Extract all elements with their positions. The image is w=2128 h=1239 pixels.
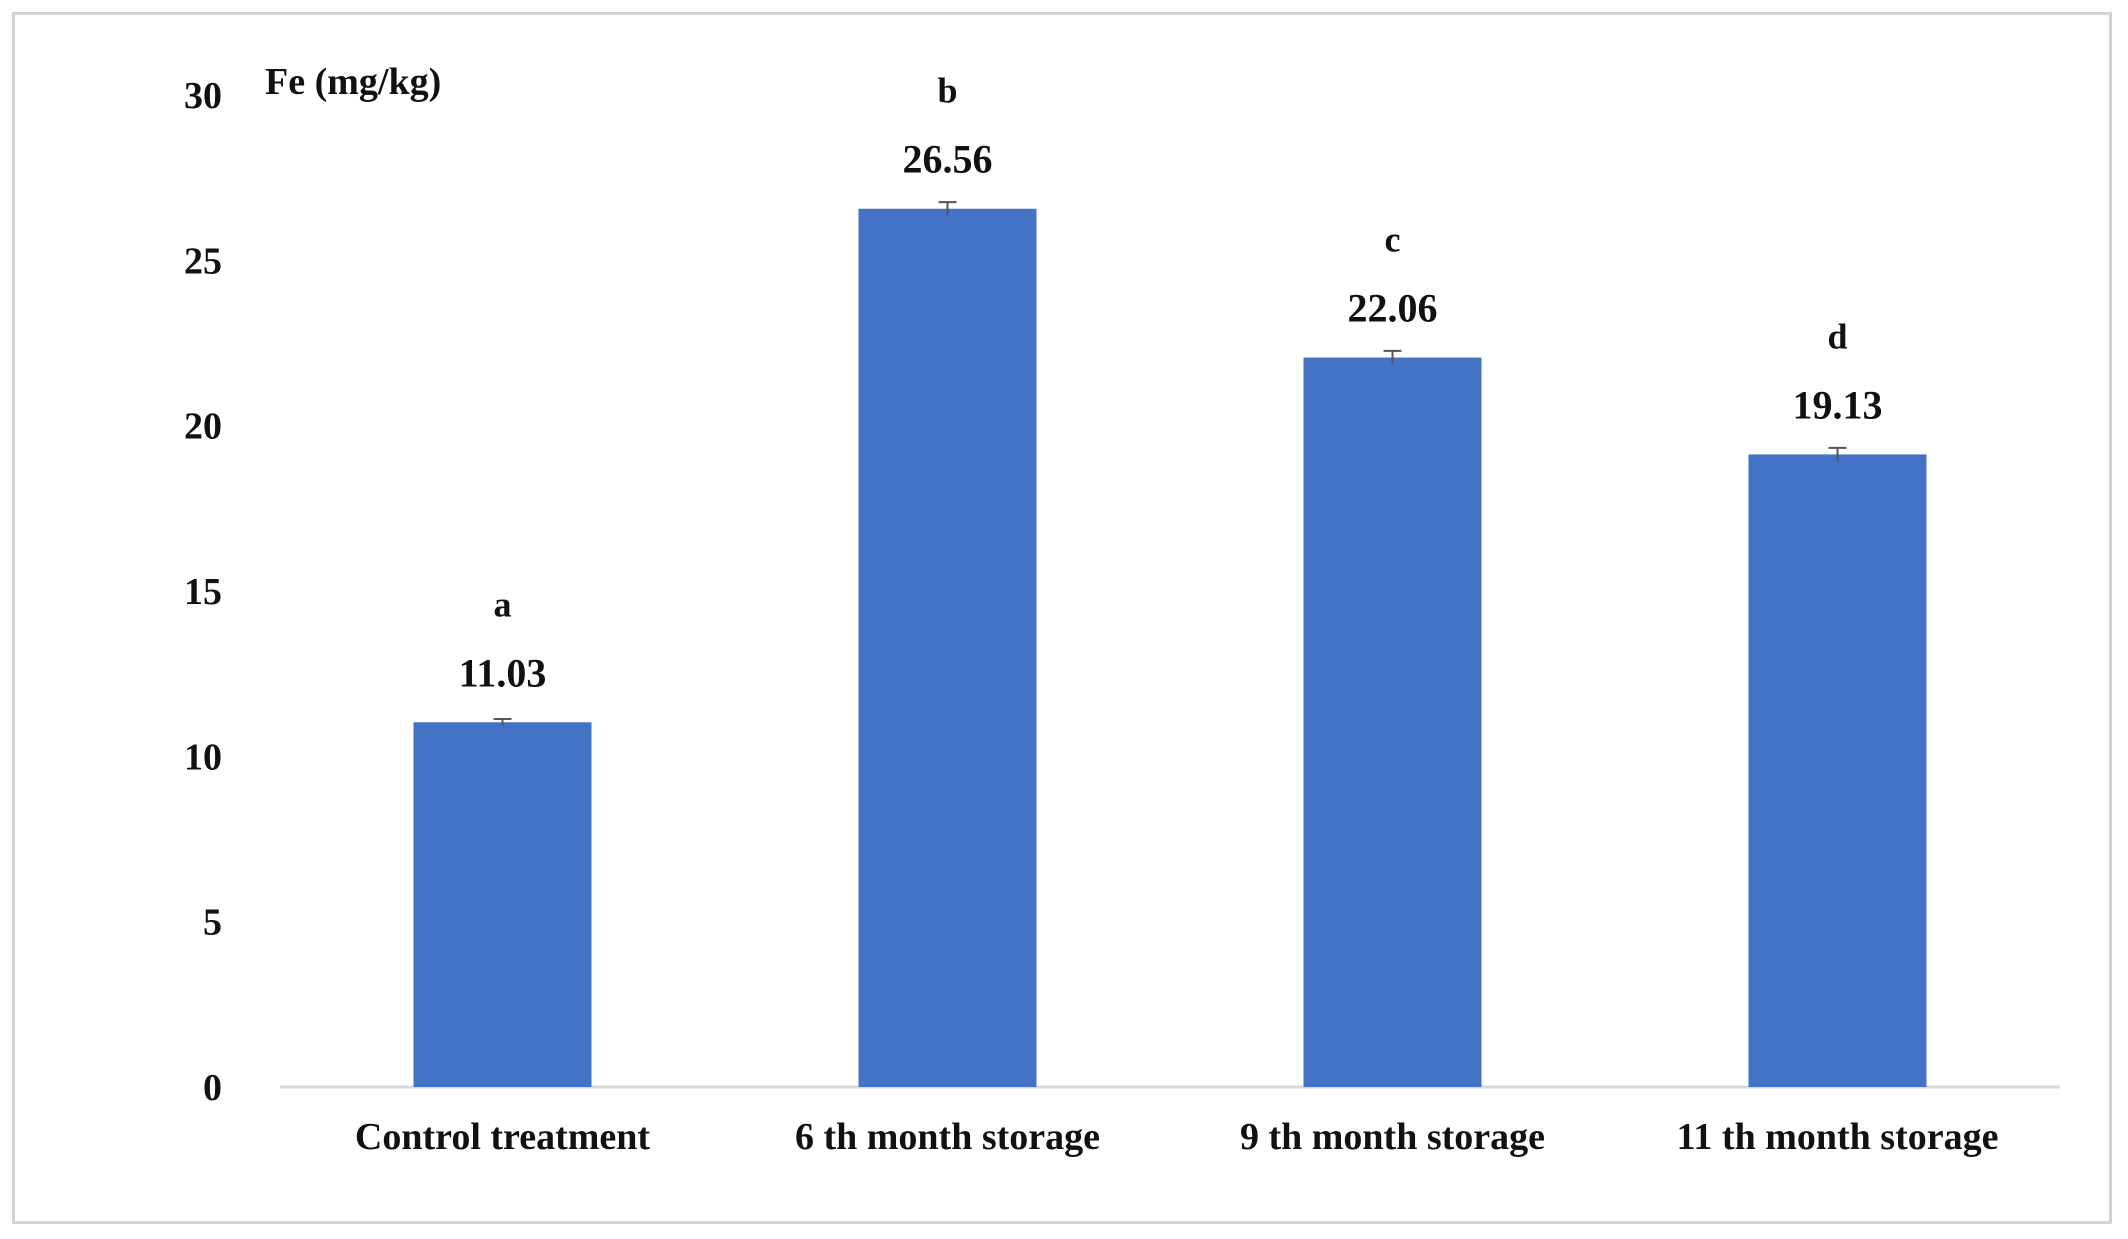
y-tick-label: 25	[184, 240, 222, 282]
bar	[1748, 454, 1927, 1087]
x-tick-label: 9 th month storage	[1240, 1116, 1545, 1158]
data-label: 22.06	[1348, 286, 1438, 331]
y-tick-label: 10	[184, 736, 222, 778]
bar	[858, 208, 1037, 1087]
significance-letter: a	[494, 584, 512, 624]
y-axis-label: Fe (mg/kg)	[265, 61, 441, 103]
y-tick-label: 20	[184, 406, 222, 448]
bars-layer: 11.03 a 26.56 b 22.06 c 19.13 d	[413, 71, 1927, 1088]
data-label: 11.03	[459, 650, 547, 695]
chart-frame	[12, 12, 2112, 1224]
x-tick-label: Control treatment	[355, 1116, 650, 1158]
x-axis-ticks: Control treatment 6 th month storage 9 th …	[355, 1116, 1999, 1158]
y-axis-ticks: 0 5 10 15 20 25 30	[184, 75, 222, 1109]
y-tick-label: 30	[184, 75, 222, 117]
x-tick-label: 6 th month storage	[795, 1116, 1100, 1158]
bar	[1303, 357, 1482, 1088]
y-tick-label: 15	[184, 571, 222, 613]
significance-letter: b	[937, 71, 957, 111]
bar	[413, 722, 592, 1087]
y-tick-label: 0	[203, 1067, 222, 1109]
significance-letter: c	[1385, 220, 1401, 260]
data-label: 26.56	[903, 137, 993, 182]
significance-letter: d	[1827, 316, 1847, 356]
y-tick-label: 5	[203, 902, 222, 944]
x-tick-label: 11 th month storage	[1677, 1116, 1999, 1158]
data-label: 19.13	[1793, 382, 1883, 427]
